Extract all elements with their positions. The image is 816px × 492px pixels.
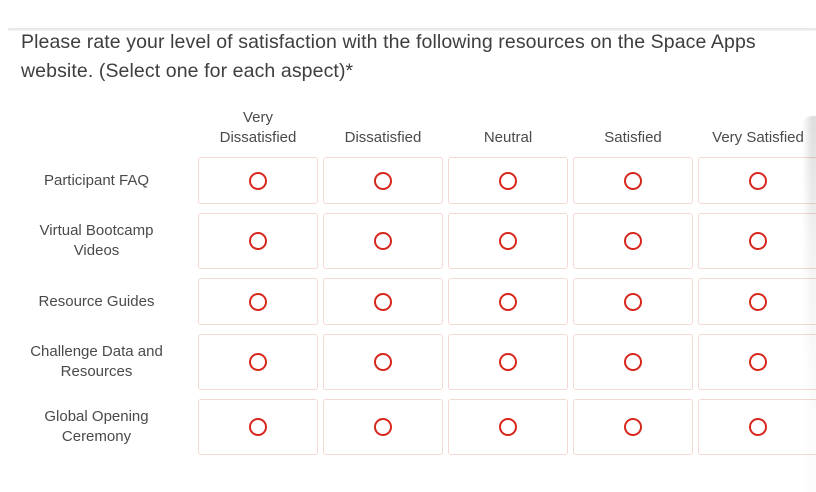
radio-cell-4-1[interactable]	[323, 399, 443, 455]
matrix-row-3: Challenge Data and Resources	[0, 334, 816, 390]
radio-cell-0-3[interactable]	[573, 157, 693, 204]
row-label-text: Virtual Bootcamp Videos	[39, 222, 154, 259]
radio-button-icon[interactable]	[624, 171, 642, 190]
row-label-4: Global Opening Ceremony	[0, 399, 193, 455]
radio-button-icon[interactable]	[499, 171, 517, 190]
radio-button-icon[interactable]	[374, 232, 392, 250]
radio-button-icon[interactable]	[624, 353, 642, 371]
radio-button-icon[interactable]	[374, 418, 392, 436]
radio-button-icon[interactable]	[749, 353, 767, 371]
matrix-row-0: Participant FAQ	[0, 157, 816, 204]
radio-cell-1-2[interactable]	[448, 213, 568, 269]
radio-button-icon[interactable]	[749, 292, 767, 311]
column-header-4: Very Satisfied	[712, 129, 804, 146]
radio-button-icon[interactable]	[249, 353, 267, 371]
question-title: Please rate your level of satisfaction w…	[21, 31, 756, 82]
satisfaction-matrix: Very Dissatisfied Dissatisfied Neutral Sati…	[0, 100, 816, 455]
matrix-header-row: Very Dissatisfied Dissatisfied Neutral Sati…	[0, 100, 813, 148]
row-label-0: Participant FAQ	[0, 157, 193, 204]
radio-cell-2-0[interactable]	[198, 278, 318, 325]
radio-cell-0-2[interactable]	[448, 157, 568, 204]
radio-button-icon[interactable]	[374, 171, 392, 190]
radio-button-icon[interactable]	[499, 292, 517, 311]
radio-cell-2-2[interactable]	[448, 278, 568, 325]
scroll-shadow	[802, 116, 816, 492]
radio-cell-1-3[interactable]	[573, 213, 693, 269]
row-label-2: Resource Guides	[0, 278, 193, 325]
column-header-1: Dissatisfied	[344, 129, 422, 146]
radio-cell-0-1[interactable]	[323, 157, 443, 204]
radio-button-icon[interactable]	[624, 232, 642, 250]
radio-cell-1-1[interactable]	[323, 213, 443, 269]
matrix-row-4: Global Opening Ceremony	[0, 399, 816, 455]
radio-cell-2-4[interactable]	[698, 278, 816, 325]
radio-button-icon[interactable]	[624, 292, 642, 311]
top-divider	[8, 28, 816, 31]
row-label-text: Global Opening Ceremony	[44, 408, 149, 445]
radio-cell-1-0[interactable]	[198, 213, 318, 269]
radio-cell-3-0[interactable]	[198, 334, 318, 390]
radio-cell-1-4[interactable]	[698, 213, 816, 269]
radio-button-icon[interactable]	[249, 418, 267, 436]
column-header-2: Neutral	[483, 129, 533, 146]
radio-button-icon[interactable]	[499, 232, 517, 250]
radio-cell-4-4[interactable]	[698, 399, 816, 455]
radio-cell-0-4[interactable]	[698, 157, 816, 204]
row-label-text: Participant FAQ	[43, 171, 150, 189]
row-label-text: Resource Guides	[38, 292, 155, 310]
radio-button-icon[interactable]	[499, 353, 517, 371]
row-label-3: Challenge Data and Resources	[0, 334, 193, 390]
column-header-3: Satisfied	[604, 129, 662, 146]
radio-cell-4-3[interactable]	[573, 399, 693, 455]
row-label-1: Virtual Bootcamp Videos	[0, 213, 193, 269]
matrix-row-2: Resource Guides	[0, 278, 816, 325]
radio-button-icon[interactable]	[374, 353, 392, 371]
radio-cell-4-0[interactable]	[198, 399, 318, 455]
radio-cell-3-4[interactable]	[698, 334, 816, 390]
radio-cell-4-2[interactable]	[448, 399, 568, 455]
radio-cell-3-3[interactable]	[573, 334, 693, 390]
matrix-row-1: Virtual Bootcamp Videos	[0, 213, 816, 269]
radio-cell-3-2[interactable]	[448, 334, 568, 390]
radio-cell-2-1[interactable]	[323, 278, 443, 325]
radio-button-icon[interactable]	[749, 418, 767, 436]
radio-button-icon[interactable]	[624, 418, 642, 436]
radio-cell-0-0[interactable]	[198, 157, 318, 204]
radio-button-icon[interactable]	[749, 171, 767, 190]
radio-button-icon[interactable]	[249, 232, 267, 250]
row-label-text: Challenge Data and Resources	[30, 343, 163, 380]
column-header-0: Very Dissatisfied	[219, 109, 297, 146]
radio-cell-2-3[interactable]	[573, 278, 693, 325]
radio-button-icon[interactable]	[499, 418, 517, 436]
radio-button-icon[interactable]	[749, 232, 767, 250]
radio-button-icon[interactable]	[374, 292, 392, 311]
radio-button-icon[interactable]	[249, 171, 267, 190]
radio-button-icon[interactable]	[249, 292, 267, 311]
radio-cell-3-1[interactable]	[323, 334, 443, 390]
